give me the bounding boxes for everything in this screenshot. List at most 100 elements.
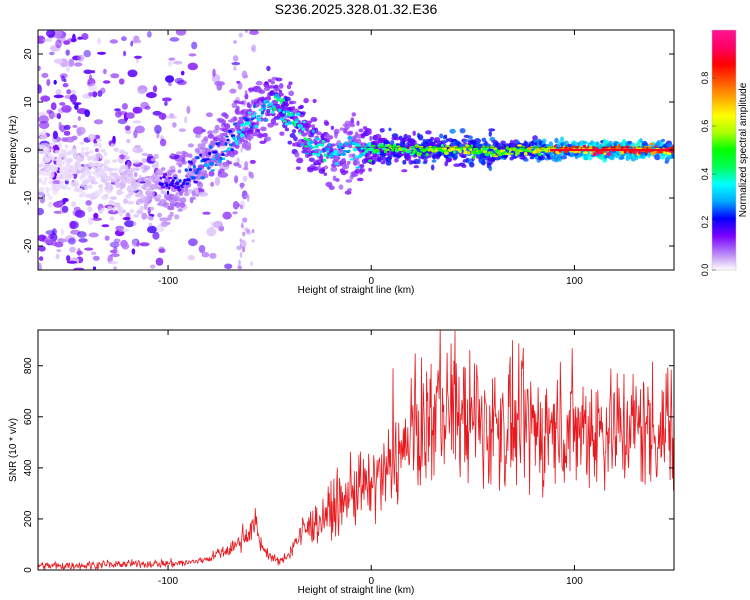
- noise-blob: [242, 231, 246, 237]
- ridge-core: [221, 153, 225, 156]
- ridge-blob: [356, 120, 360, 126]
- ridge-blob: [127, 200, 134, 205]
- noise-blob: [251, 44, 257, 53]
- noise-blob: [121, 243, 130, 250]
- ridge-blob: [266, 108, 271, 113]
- ridge-core: [282, 110, 286, 114]
- noise-blob: [231, 62, 241, 66]
- noise-blob: [47, 234, 55, 240]
- ridge-blob: [278, 89, 283, 94]
- noise-blob: [242, 175, 248, 182]
- ridge-core: [354, 155, 358, 159]
- ridge-blob: [203, 136, 209, 142]
- ridge-core: [173, 176, 177, 180]
- ridge-core: [309, 140, 314, 144]
- ridge-core: [509, 152, 513, 155]
- noise-blob: [115, 110, 122, 117]
- noise-blob: [46, 79, 51, 86]
- noise-blob: [212, 220, 224, 229]
- ridge-blob: [122, 209, 127, 214]
- ridge-blob: [248, 103, 252, 109]
- noise-blob: [232, 55, 239, 62]
- ridge-core: [168, 176, 173, 180]
- ridge-blob: [88, 184, 93, 190]
- ridge-core: [484, 153, 490, 157]
- noise-blob: [45, 230, 56, 235]
- noise-blob: [240, 147, 243, 153]
- noise-blob: [236, 203, 241, 207]
- noise-blob: [92, 255, 100, 261]
- ridge-core: [337, 145, 341, 149]
- x-tick-label: 0: [368, 276, 374, 287]
- noise-blob: [59, 102, 66, 106]
- noise-blob: [233, 66, 237, 71]
- noise-blob: [180, 70, 185, 76]
- noise-blob: [201, 251, 210, 258]
- ridge-core: [538, 152, 542, 157]
- ridge-blob: [431, 159, 437, 163]
- ridge-blob: [385, 160, 392, 166]
- noise-blob: [59, 199, 64, 206]
- ridge-blob: [380, 161, 386, 165]
- noise-blob: [114, 108, 121, 112]
- noise-blob: [239, 251, 243, 258]
- ridge-blob: [153, 153, 159, 159]
- ridge-core: [523, 152, 528, 156]
- ridge-blob: [183, 192, 190, 197]
- ridge-blob: [248, 127, 254, 133]
- ridge-blob: [49, 171, 55, 178]
- ridge-core: [160, 185, 166, 189]
- ridge-blob: [523, 158, 529, 162]
- ridge-blob: [81, 147, 85, 152]
- ridge-core: [311, 152, 317, 156]
- ridge-core: [482, 149, 488, 154]
- y-tick-label: 400: [23, 459, 34, 476]
- ridge-core: [362, 152, 366, 155]
- ridge-blob: [105, 188, 113, 194]
- ridge-blob: [537, 155, 546, 161]
- ridge-blob: [50, 142, 56, 146]
- noise-blob: [164, 101, 168, 106]
- noise-blob: [238, 259, 241, 268]
- ridge-blob: [42, 129, 47, 135]
- noise-blob: [38, 256, 44, 261]
- ridge-blob: [293, 136, 298, 142]
- ridge-blob: [234, 150, 238, 156]
- ridge-core: [159, 182, 165, 187]
- noise-blob: [38, 121, 50, 130]
- ridge-core: [277, 108, 282, 112]
- ridge-blob: [148, 216, 154, 221]
- noise-blob: [193, 126, 204, 135]
- ridge-core: [349, 158, 355, 161]
- ridge-core: [364, 149, 369, 153]
- ridge-core: [293, 122, 297, 127]
- x-tick-label: 100: [566, 276, 583, 287]
- noise-blob: [93, 212, 99, 220]
- ridge-blob: [296, 157, 304, 164]
- noise-blob: [251, 239, 255, 243]
- ridge-core: [517, 144, 523, 147]
- noise-blob: [244, 74, 249, 79]
- ridge-blob: [47, 201, 53, 208]
- ridge-core: [230, 148, 234, 152]
- x-tick-label: 0: [368, 576, 374, 587]
- noise-blob: [38, 35, 46, 44]
- noise-blob: [154, 124, 162, 134]
- noise-blob: [46, 30, 56, 38]
- ridge-core: [274, 94, 279, 97]
- ridge-core: [306, 138, 311, 142]
- ridge-core: [208, 145, 213, 149]
- ridge-blob: [246, 109, 252, 113]
- ridge-blob: [174, 214, 180, 220]
- ridge-blob: [425, 130, 432, 135]
- ridge-core: [498, 153, 503, 157]
- ridge-core: [192, 164, 197, 169]
- ridge-blob: [107, 167, 114, 172]
- noise-blob: [113, 266, 117, 270]
- ridge-blob: [133, 213, 140, 218]
- ridge-blob: [258, 89, 266, 95]
- ridge-blob: [406, 156, 411, 161]
- noise-blob: [74, 209, 86, 218]
- ridge-blob: [117, 191, 124, 195]
